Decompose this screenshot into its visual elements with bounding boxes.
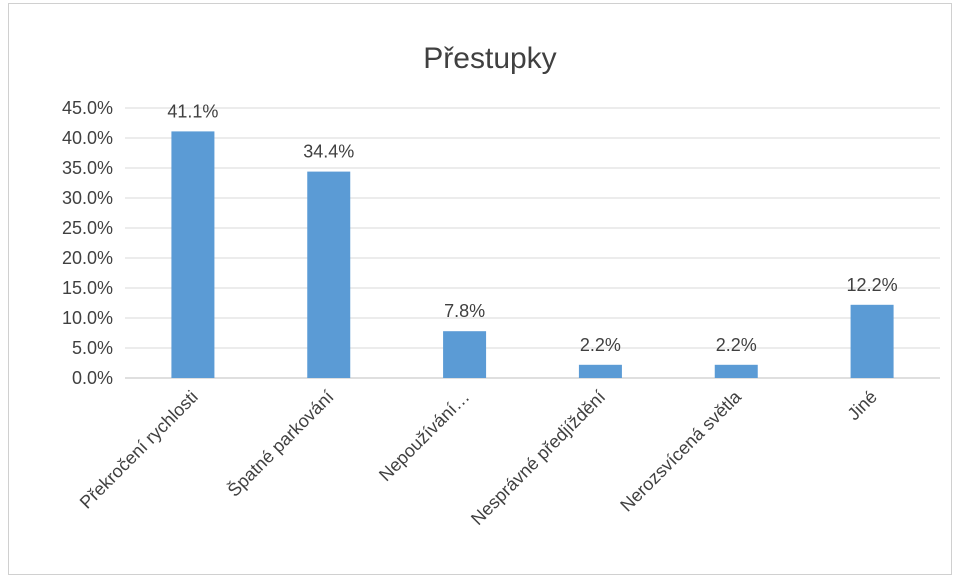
- x-category-label: Nerozsvícená světla: [616, 386, 745, 515]
- y-tick-label: 15.0%: [62, 278, 113, 298]
- y-tick-label: 10.0%: [62, 308, 113, 328]
- y-tick-label: 30.0%: [62, 188, 113, 208]
- data-label: 2.2%: [580, 335, 621, 355]
- x-category-label: Překročení rychlosti: [76, 387, 202, 513]
- bar: [171, 131, 215, 378]
- data-label: 2.2%: [716, 335, 757, 355]
- y-tick-label: 5.0%: [72, 338, 113, 358]
- x-category-label: Jiné: [843, 387, 880, 424]
- x-category-label: Nesprávné předjíždění: [467, 387, 609, 529]
- y-tick-label: 40.0%: [62, 128, 113, 148]
- gridlines: [125, 107, 940, 379]
- chart-title: Přestupky: [423, 42, 556, 75]
- y-tick-label: 35.0%: [62, 158, 113, 178]
- y-tick-label: 20.0%: [62, 248, 113, 268]
- bar: [307, 171, 351, 378]
- chart-frame: [8, 3, 952, 575]
- data-label: 34.4%: [303, 142, 354, 162]
- bars: [171, 131, 894, 378]
- x-category-label: Špatné parkování: [223, 386, 338, 501]
- data-label: 7.8%: [444, 301, 485, 321]
- x-axis-categories: Překročení rychlosti Špatné parkování Nepo…: [76, 386, 881, 529]
- bar: [578, 364, 622, 378]
- bar: [443, 331, 487, 378]
- data-labels: 41.1% 34.4% 7.8% 2.2% 2.2% 12.2%: [167, 101, 897, 354]
- bar: [714, 364, 758, 378]
- x-category-label: Nepoužívání…: [375, 387, 473, 485]
- bar: [850, 304, 894, 378]
- y-tick-label: 45.0%: [62, 98, 113, 118]
- data-label: 12.2%: [847, 275, 898, 295]
- y-axis-ticks: 0.0% 5.0% 10.0% 15.0% 20.0% 25.0% 30.0% 35.0% 40…: [62, 98, 113, 388]
- data-label: 41.1%: [167, 101, 218, 121]
- y-tick-label: 0.0%: [72, 368, 113, 388]
- y-tick-label: 25.0%: [62, 218, 113, 238]
